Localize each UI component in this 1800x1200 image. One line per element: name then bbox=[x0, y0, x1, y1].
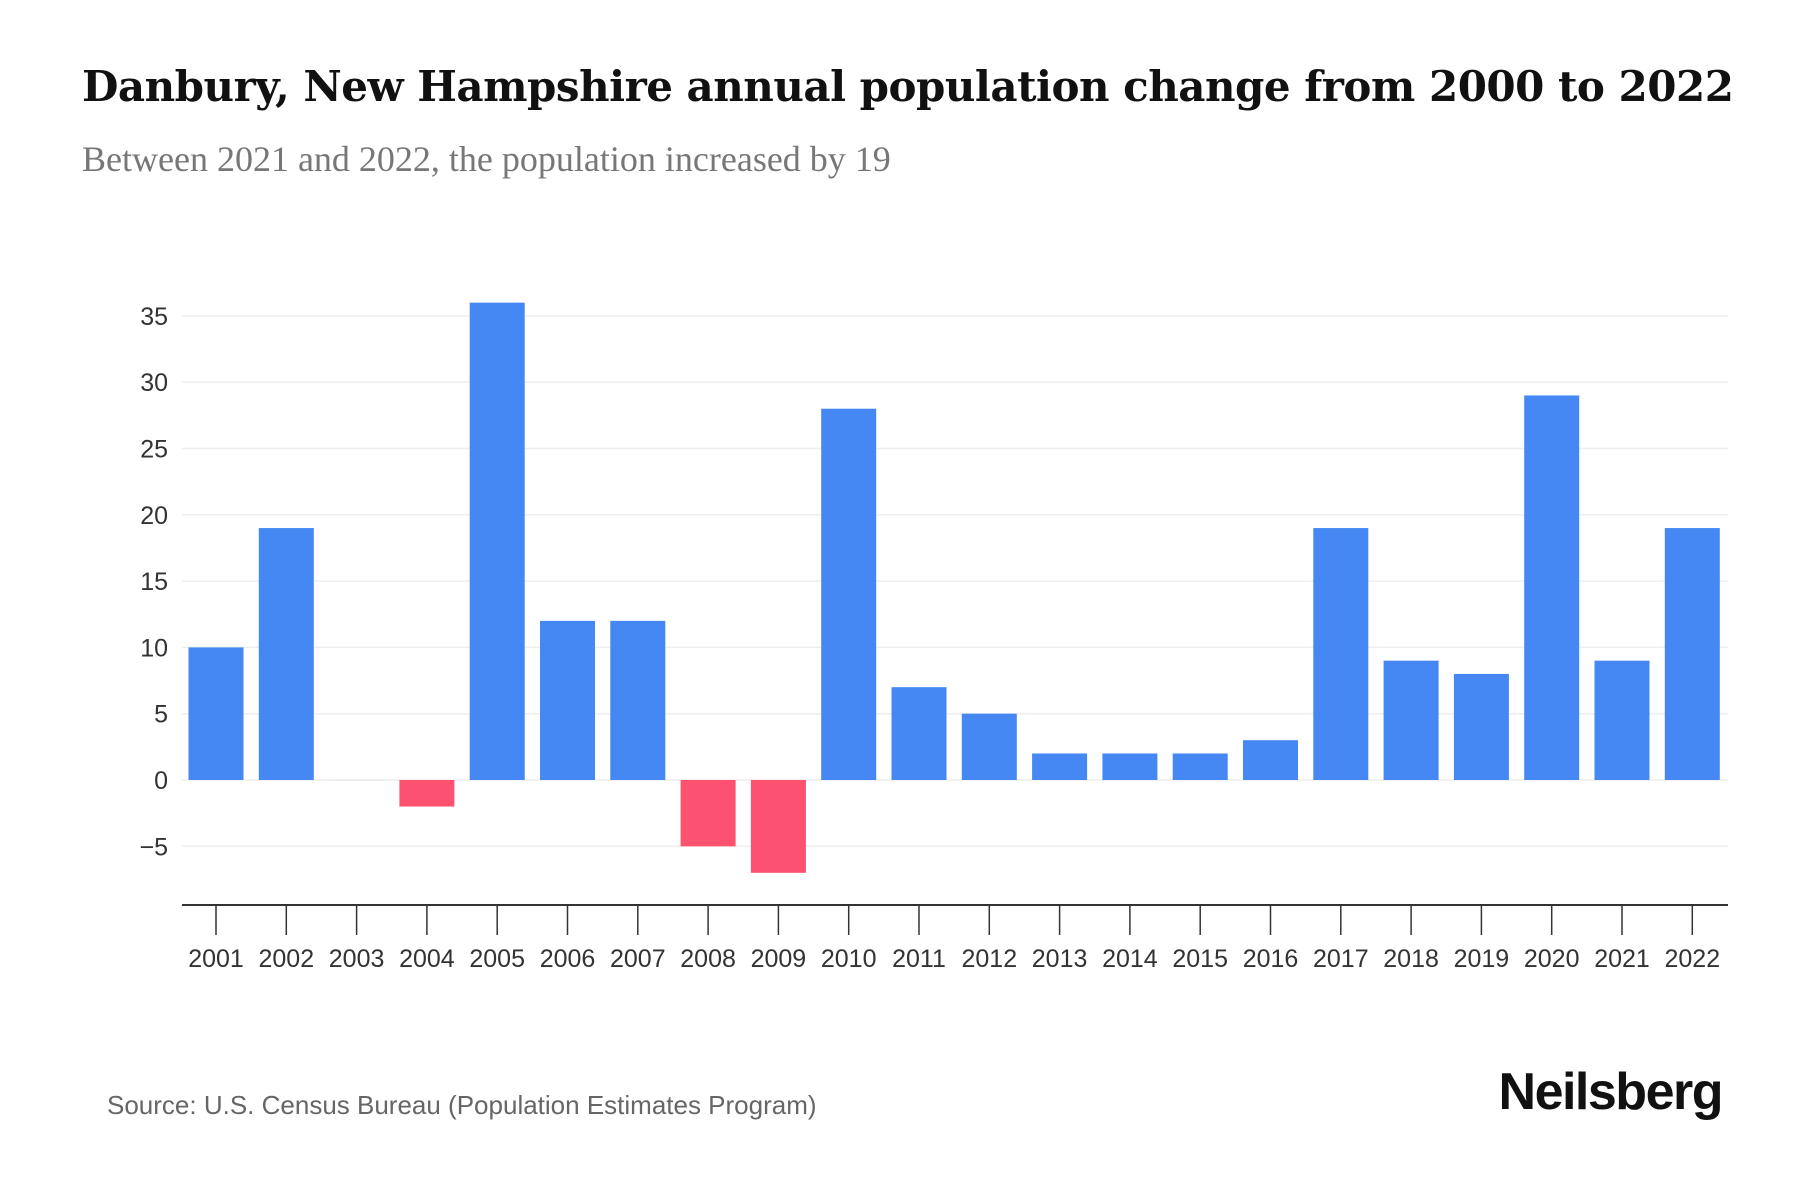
bar-2011 bbox=[891, 687, 947, 780]
bar-2021 bbox=[1594, 660, 1650, 780]
bar-2009 bbox=[750, 780, 806, 873]
bar-2013 bbox=[1032, 753, 1088, 780]
bar-2017 bbox=[1313, 528, 1369, 780]
bar-2005 bbox=[469, 302, 525, 780]
bar-2001 bbox=[188, 647, 244, 780]
x-tick-label: 2004 bbox=[399, 945, 455, 973]
bar-2020 bbox=[1524, 395, 1580, 780]
y-tick-label: 20 bbox=[140, 502, 168, 530]
bar-2022 bbox=[1664, 528, 1720, 780]
x-tick-label: 2003 bbox=[329, 945, 385, 973]
y-tick-label: 30 bbox=[140, 369, 168, 397]
y-tick-label: −5 bbox=[139, 833, 168, 861]
x-tick-label: 2001 bbox=[188, 945, 244, 973]
bar-2007 bbox=[610, 620, 666, 780]
x-tick-label: 2010 bbox=[821, 945, 877, 973]
x-tick-label: 2005 bbox=[469, 945, 525, 973]
x-tick-label: 2007 bbox=[610, 945, 666, 973]
x-tick-label: 2021 bbox=[1594, 945, 1650, 973]
x-tick-label: 2020 bbox=[1524, 945, 1580, 973]
x-tick-label: 2006 bbox=[540, 945, 596, 973]
neilsberg-logo: Neilsberg bbox=[1498, 1063, 1724, 1121]
bar-2006 bbox=[540, 620, 595, 780]
y-tick-label: 25 bbox=[140, 436, 168, 464]
x-tick-label: 2013 bbox=[1032, 945, 1088, 973]
bar-2014 bbox=[1102, 753, 1158, 780]
y-tick-label: 5 bbox=[154, 701, 168, 729]
bar-2012 bbox=[961, 713, 1017, 780]
x-tick-label: 2012 bbox=[961, 945, 1017, 973]
x-tick-label: 2018 bbox=[1383, 945, 1439, 973]
x-tick-label: 2009 bbox=[751, 945, 807, 973]
x-tick-label: 2022 bbox=[1664, 945, 1720, 973]
bar-2018 bbox=[1383, 660, 1439, 780]
y-tick-label: 15 bbox=[140, 568, 168, 596]
y-tick-label: 10 bbox=[140, 634, 168, 662]
bar-2010 bbox=[821, 408, 877, 780]
source-note: Source: U.S. Census Bureau (Population E… bbox=[107, 1090, 817, 1120]
y-tick-label: 0 bbox=[154, 767, 168, 795]
x-tick-label: 2011 bbox=[892, 945, 946, 973]
x-tick-label: 2008 bbox=[680, 945, 736, 973]
bar-2015 bbox=[1172, 753, 1228, 780]
chart-subtitle: Between 2021 and 2022, the population in… bbox=[82, 139, 891, 179]
y-tick-label: 35 bbox=[140, 303, 168, 331]
chart-title: Danbury, New Hampshire annual population… bbox=[82, 62, 1734, 111]
bar-2003 bbox=[329, 780, 385, 781]
x-tick-label: 2002 bbox=[258, 945, 314, 973]
bar-2016 bbox=[1243, 740, 1298, 780]
x-tick-label: 2014 bbox=[1102, 945, 1158, 973]
x-tick-label: 2017 bbox=[1313, 945, 1369, 973]
bar-2008 bbox=[680, 780, 736, 847]
bar-2002 bbox=[258, 528, 314, 780]
x-tick-label: 2015 bbox=[1172, 945, 1228, 973]
x-tick-label: 2016 bbox=[1243, 945, 1299, 973]
bar-2019 bbox=[1453, 673, 1509, 780]
bar-2004 bbox=[399, 780, 455, 807]
x-tick-label: 2019 bbox=[1454, 945, 1510, 973]
